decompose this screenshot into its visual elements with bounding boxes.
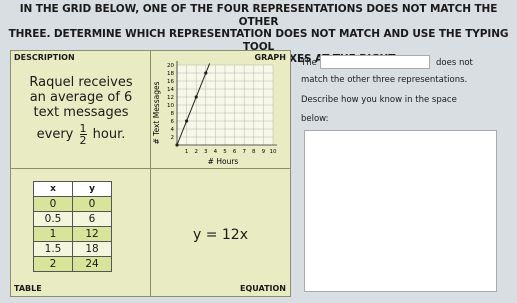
cell-label: EQUATION — [239, 284, 286, 293]
table-cell: 18 — [72, 241, 112, 257]
x-tick-label: 1 — [185, 149, 189, 155]
table-cell: 24 — [72, 256, 112, 272]
y-tick-label: 4 — [171, 127, 175, 133]
answer-text: Describe how you know in the space — [301, 95, 457, 105]
table-row: 0.5 6 — [33, 211, 112, 227]
graph-point — [194, 95, 198, 99]
table-row: 1 12 — [33, 226, 112, 242]
graph-point — [175, 143, 179, 147]
table-cell: 2 — [33, 256, 73, 272]
answer-box-large[interactable] — [304, 130, 497, 292]
table-row: 2 24 — [33, 256, 112, 272]
description-text: Raquel receives an average of 6 text mes… — [19, 75, 143, 146]
title: IN THE GRID BELOW, ONE OF THE FOUR REPRE… — [0, 3, 517, 66]
y-tick-label: 12 — [167, 95, 174, 101]
answer-box-small[interactable] — [320, 55, 430, 69]
title-line: THREE. DETERMINE WHICH REPRESENTATION DO… — [8, 28, 509, 53]
table-header: x — [33, 181, 73, 197]
x-tick-label: 6 — [233, 149, 237, 155]
x-tick-label: 9 — [262, 149, 266, 155]
table-cell: 1 — [33, 226, 73, 242]
description-cell: DESCRIPTION Raquel receives an average o… — [10, 50, 151, 169]
x-tick-label: 2 — [194, 149, 198, 155]
graph: # Text Messages # Hours 1 2 3 4 5 6 7 8 9 1024681… — [152, 61, 277, 166]
y-tick-label: 16 — [167, 79, 174, 85]
table-header: y — [72, 181, 112, 197]
equation-cell: y = 12x EQUATION — [150, 168, 291, 297]
x-tick-label: 10 — [270, 149, 277, 155]
table-row: 1.5 18 — [33, 241, 112, 257]
text-line: an average of 6 — [29, 90, 133, 105]
cell-label: TABLE — [14, 284, 42, 293]
table-cell: 12 — [72, 226, 112, 242]
title-line: IN THE GRID BELOW, ONE OF THE FOUR REPRE… — [19, 3, 498, 28]
table-cell: 0 — [72, 196, 112, 212]
text-line: Raquel receives — [29, 75, 133, 90]
table-cell: 6 — [72, 211, 112, 227]
x-axis-label: # Hours — [208, 157, 239, 166]
answer-text: The — [301, 58, 317, 68]
text: hour. — [92, 127, 126, 142]
cell-label: DESCRIPTION — [14, 53, 75, 62]
graph-point — [204, 71, 208, 75]
answer-text: match the other three representations. — [301, 75, 468, 85]
x-tick-label: 7 — [242, 149, 246, 155]
y-tick-label: 20 — [167, 63, 174, 69]
y-axis-label: # Text Messages — [152, 81, 161, 144]
x-tick-label: 8 — [252, 149, 256, 155]
graph-line — [176, 63, 211, 146]
equation: y = 12x — [192, 227, 248, 243]
text-line: text messages — [33, 105, 129, 120]
y-tick-label: 8 — [171, 111, 175, 117]
text: every — [36, 127, 74, 142]
cell-label: GRAPH — [254, 53, 286, 62]
x-tick-label: 3 — [204, 149, 208, 155]
graph-point — [185, 119, 189, 123]
x-tick-label: 4 — [214, 149, 218, 155]
table-cell: 0 — [33, 196, 73, 212]
table-cell: 0.5 — [33, 211, 73, 227]
answer-text: does not — [436, 58, 473, 68]
y-tick-label: 10 — [167, 103, 174, 109]
y-tick-label: 14 — [167, 87, 174, 93]
answer-text: below: — [301, 114, 329, 124]
denominator: 2 — [79, 134, 87, 147]
numerator: 1 — [79, 122, 87, 135]
table-cell: 1.5 — [33, 241, 73, 257]
y-tick-label: 6 — [171, 119, 175, 125]
x-tick-label: 5 — [223, 149, 227, 155]
y-tick-label: 2 — [171, 135, 175, 141]
y-tick-label: 18 — [167, 71, 174, 77]
